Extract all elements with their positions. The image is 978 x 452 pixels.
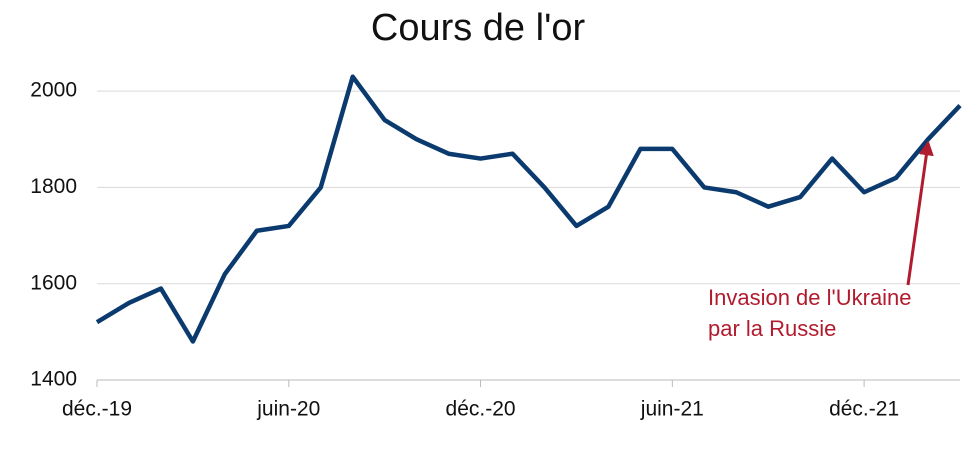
y-tick-label: 2000 <box>30 79 77 102</box>
annotation-arrow <box>906 140 934 286</box>
chart-title: Cours de l'or <box>371 7 586 49</box>
y-tick-label: 1400 <box>30 368 77 391</box>
x-tick-label: déc.-20 <box>446 398 516 421</box>
x-tick-label: juin-21 <box>640 398 704 421</box>
x-tick-label: juin-20 <box>256 398 320 421</box>
annotation-text: Invasion de l'Ukraine <box>708 285 912 310</box>
price-line <box>95 74 962 344</box>
y-tick-label: 1800 <box>30 175 77 198</box>
annotation-text: par la Russie <box>708 316 836 341</box>
x-tick-label: déc.-19 <box>62 398 132 421</box>
x-tick-label: déc.-21 <box>829 398 899 421</box>
y-tick-label: 1600 <box>30 271 77 294</box>
